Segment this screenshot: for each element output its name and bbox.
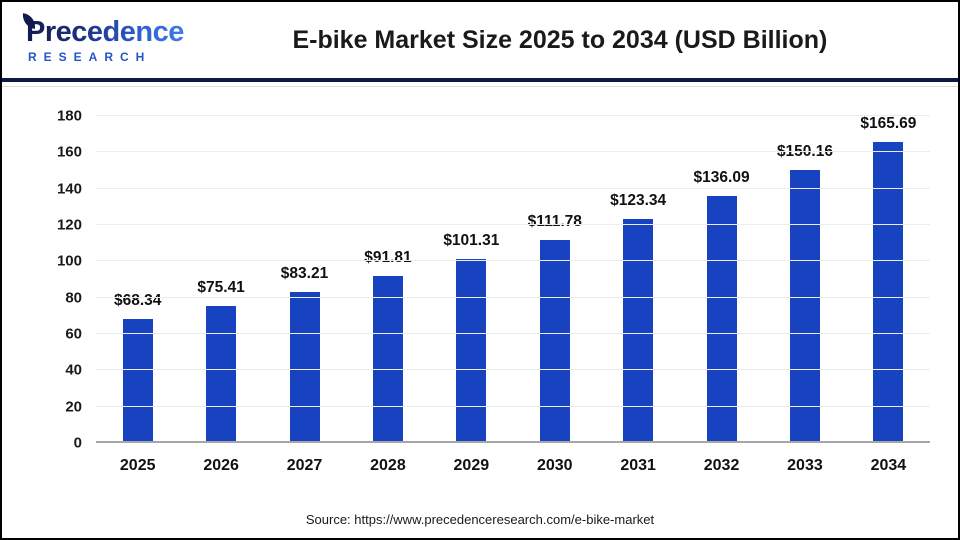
gridline <box>96 405 930 407</box>
header: Precedence RESEARCH E-bike Market Size 2… <box>2 2 958 82</box>
bar-column: $91.81 <box>346 116 429 443</box>
brand-logo: Precedence RESEARCH <box>21 12 184 64</box>
gridline <box>96 369 930 371</box>
logo-brand-text: Precedence <box>21 12 184 48</box>
x-tick-label: 2031 <box>620 457 656 474</box>
x-tick-label: 2027 <box>286 457 323 474</box>
bar-column: $75.41 <box>179 116 262 443</box>
title-wrap: E-bike Market Size 2025 to 2034 (USD Bil… <box>184 26 936 55</box>
y-tick-label: 140 <box>56 180 82 198</box>
x-tick-label: 2028 <box>370 457 406 474</box>
gridline <box>96 187 930 189</box>
bar-2030 <box>539 239 570 443</box>
bar-value-label: $111.78 <box>527 212 582 230</box>
y-tick-label: 180 <box>56 107 82 125</box>
logo-brand-word: Precedence <box>26 15 184 48</box>
bar-value-label: $101.31 <box>443 231 500 249</box>
chart-title: E-bike Market Size 2025 to 2034 (USD Bil… <box>292 25 828 54</box>
bar-value-label: $165.69 <box>860 115 917 132</box>
plot-area: $68.34 $75.41 $83.21 $91.81 $101.31 $111.78 $1… <box>57 109 930 451</box>
x-tick-label: 2034 <box>870 457 907 474</box>
bar-value-label: $83.21 <box>280 264 329 282</box>
y-tick-label: 60 <box>65 325 82 343</box>
bar-2029 <box>456 258 487 443</box>
x-tick-label: 2025 <box>119 457 156 474</box>
bar-column: $83.21 <box>263 116 346 443</box>
bar-2027 <box>289 291 320 443</box>
x-tick-label: 2029 <box>453 457 490 474</box>
y-tick-label: 20 <box>65 398 82 416</box>
y-tick-label: 160 <box>56 143 82 161</box>
bar-2033 <box>789 170 820 443</box>
bar-2032 <box>706 195 737 443</box>
bars-container: $68.34 $75.41 $83.21 $91.81 $101.31 $111.78 $1… <box>96 115 930 443</box>
y-tick-label: 0 <box>73 434 82 452</box>
bar-value-label: $91.81 <box>364 249 412 267</box>
x-axis-baseline <box>96 441 930 443</box>
bar-value-label: $136.09 <box>693 168 750 186</box>
gridline <box>96 151 930 153</box>
gridline <box>96 224 930 225</box>
bar-chart: $68.34 $75.41 $83.21 $91.81 $101.31 $111.78 $1… <box>2 86 958 538</box>
bar-2034 <box>873 142 904 443</box>
bar-2025 <box>122 318 153 443</box>
x-tick-label: 2032 <box>703 457 740 474</box>
bar-column: $165.69 <box>847 115 930 443</box>
gridline <box>96 260 930 262</box>
y-tick-label: 40 <box>65 361 82 379</box>
bar-value-label: $75.41 <box>197 279 245 297</box>
bar-2028 <box>372 276 403 443</box>
bar-column: $136.09 <box>680 116 763 443</box>
x-tick-label: 2030 <box>536 457 573 474</box>
bar-column: $123.34 <box>596 116 679 443</box>
logo-research-text: RESEARCH <box>28 49 152 64</box>
gridline <box>96 296 930 298</box>
y-tick-label: 80 <box>65 289 82 307</box>
x-axis-labels: 2025 2026 2027 2028 2029 2030 2031 2032 2033 2034 <box>96 457 930 475</box>
source-text: Source: https://www.precedenceresearch.c… <box>305 512 655 527</box>
bar-column: $111.78 <box>513 116 596 443</box>
bar-2031 <box>623 218 654 443</box>
y-tick-label: 100 <box>56 252 82 270</box>
bar-2026 <box>206 306 237 443</box>
bar-value-label: $123.34 <box>610 191 667 209</box>
gridline <box>96 115 930 116</box>
bar-value-label: $68.34 <box>113 291 162 309</box>
bar-column: $68.34 <box>96 116 179 443</box>
y-tick-label: 120 <box>56 216 82 234</box>
x-tick-label: 2026 <box>203 457 239 474</box>
x-tick-label: 2033 <box>787 457 823 474</box>
bar-column: $101.31 <box>430 116 513 443</box>
bar-column: $150.16 <box>763 116 846 443</box>
gridline <box>96 333 930 334</box>
